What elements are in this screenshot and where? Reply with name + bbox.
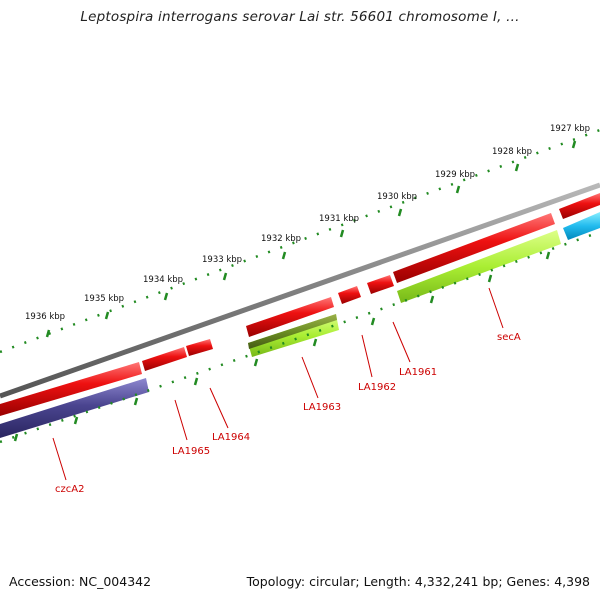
genome-backbone	[0, 182, 600, 399]
gene-feature-czca2	[0, 378, 149, 438]
gene-label-la1961: LA1961	[399, 367, 437, 378]
gene-feature-la1963	[246, 297, 334, 337]
gene-feature-la1962	[338, 286, 361, 304]
gene-labels: secA LA1961 LA1962 LA1963 LA1964 LA1965 …	[55, 332, 521, 495]
scale-label-1931: 1931 kbp	[319, 214, 359, 224]
reverse-strand-genes	[0, 212, 600, 438]
scale-label-1934: 1934 kbp	[143, 275, 183, 285]
accession-text: Accession: NC_004342	[9, 574, 152, 589]
gene-feature	[563, 212, 600, 240]
topology-text: Topology: circular; Length: 4,332,241 bp…	[246, 574, 590, 589]
gene-feature-la1961	[367, 275, 394, 294]
label-leaders	[52, 287, 504, 481]
gene-feature-la1964	[186, 339, 213, 356]
gene-label-la1965: LA1965	[172, 446, 210, 457]
scale-label-1929: 1929 kbp	[435, 170, 475, 180]
scale-label-1932: 1932 kbp	[261, 234, 301, 244]
forward-strand-genes	[0, 193, 600, 416]
scale-label-1928: 1928 kbp	[492, 147, 532, 157]
scale-inner-ticks	[13, 251, 551, 442]
gene-feature-seca	[393, 213, 555, 283]
gene-feature	[559, 193, 600, 219]
gene-label-la1963: LA1963	[303, 402, 341, 413]
scale-label-1935: 1935 kbp	[84, 294, 124, 304]
gene-feature-la1963-rev-dark	[248, 314, 337, 349]
map-title: Leptospira interrogans serovar Lai str. …	[80, 9, 520, 25]
scale-labels: 1927 kbp 1928 kbp 1929 kbp 1930 kbp 1931…	[25, 124, 590, 322]
gene-label-seca: secA	[497, 332, 521, 343]
scale-label-1927: 1927 kbp	[550, 124, 590, 134]
scale-dots-inner	[0, 230, 600, 444]
scale-label-1930: 1930 kbp	[377, 192, 417, 202]
gene-label-czca2: czcA2	[55, 484, 84, 495]
gene-label-la1962: LA1962	[358, 382, 396, 393]
gene-feature	[0, 362, 142, 416]
scale-major-ticks	[45, 140, 577, 338]
scale-label-1933: 1933 kbp	[202, 255, 242, 265]
gene-feature-la1965	[142, 347, 187, 371]
gene-label-la1964: LA1964	[212, 432, 250, 443]
scale-label-1936: 1936 kbp	[25, 312, 65, 322]
gene-feature-seca-rev	[397, 230, 561, 303]
